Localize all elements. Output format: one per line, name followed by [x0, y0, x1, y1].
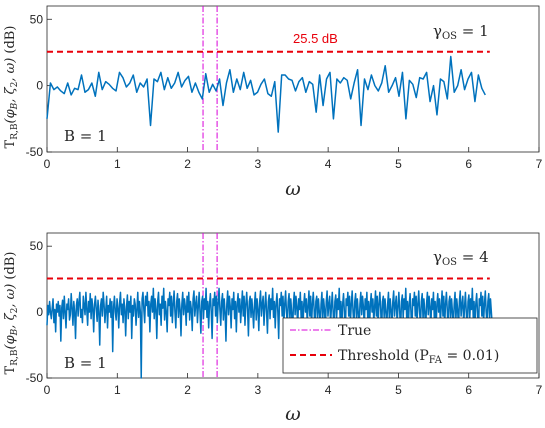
top-ylabel-unit: (dB)	[3, 26, 18, 58]
bottom-ylabel-unit: (dB)	[3, 252, 18, 284]
top-xtick-label-1: 1	[114, 157, 121, 171]
top-gamma-symbol: γ	[433, 22, 442, 40]
top-y-ticks: -50 0 50	[26, 12, 52, 159]
top-ylabel-t: T	[3, 139, 18, 148]
top-xtick-label-6: 6	[465, 157, 472, 171]
top-x-ticks: 0 1 2 3 4 5 6 7	[44, 147, 543, 171]
top-gamma-subscript: OS	[442, 31, 457, 42]
bottom-b-annotation: B = 1	[64, 354, 107, 372]
bottom-gamma-subscript: OS	[442, 257, 457, 268]
top-series	[46, 55, 486, 133]
legend-box	[282, 317, 538, 374]
bottom-x-axis-label: ω	[285, 403, 301, 425]
top-ylabel-sub-2: 2	[10, 82, 20, 88]
top-ytick-label-0: -50	[26, 145, 44, 159]
top-plot-area	[46, 5, 540, 153]
bottom-xtick-label-6: 6	[465, 383, 472, 397]
bottom-ylabel-t: T	[3, 365, 18, 374]
top-xtick-label-3: 3	[255, 157, 262, 171]
bottom-xtick-label-2: 2	[184, 383, 191, 397]
top-true-lines	[202, 6, 218, 152]
bottom-xtick-label-7: 7	[536, 383, 543, 397]
top-x-axis-label: ω	[285, 178, 301, 200]
bottom-ylabel-sub-2: 2	[10, 308, 20, 314]
bottom-series	[46, 287, 493, 379]
legend-threshold-suffix: = 0.01)	[442, 348, 499, 364]
bottom-y-axis-label: TR,B(φB, ζ2, ω) (dB)	[3, 252, 20, 375]
bottom-xtick-label-4: 4	[325, 383, 332, 397]
top-gamma-annotation: γOS = 1	[433, 22, 489, 42]
bottom-xtick-label-0: 0	[44, 383, 51, 397]
bottom-y-ticks: -50 0 50	[26, 239, 52, 385]
bottom-ylabel-args3: , ω)	[3, 284, 18, 308]
top-ylabel-sub: R,B	[10, 123, 20, 140]
top-ylabel-args3: , ω)	[3, 58, 18, 82]
bottom-plot-area	[46, 232, 540, 379]
top-series-line-0	[46, 55, 486, 133]
legend-threshold-prefix: Threshold (P	[338, 348, 429, 364]
top-xtick-label-7: 7	[536, 157, 543, 171]
top-ylabel-sub-b: B	[10, 102, 20, 110]
bottom-ytick-label-1: 0	[36, 305, 43, 319]
top-ytick-label-2: 50	[30, 12, 44, 26]
top-xtick-label-2: 2	[184, 157, 191, 171]
bottom-xtick-label-3: 3	[255, 383, 262, 397]
top-ylabel-args2: , ζ	[3, 86, 18, 102]
bottom-ytick-label-2: 50	[30, 239, 44, 253]
bottom-ylabel-sub-b: B	[10, 328, 20, 336]
top-xtick-label-5: 5	[395, 157, 402, 171]
top-ytick-label-1: 0	[36, 79, 43, 93]
top-b-annotation: B = 1	[64, 127, 107, 145]
bottom-ylabel-args: (φ	[3, 334, 18, 349]
bottom-xtick-label-5: 5	[395, 383, 402, 397]
bottom-ylabel-sub: R,B	[10, 349, 20, 366]
bottom-gamma-symbol: γ	[433, 248, 442, 266]
top-gamma-value: = 1	[457, 22, 489, 40]
bottom-gamma-value: = 4	[457, 248, 489, 266]
top-y-axis-label: TR,B(φB, ζ2, ω) (dB)	[3, 26, 20, 149]
bottom-xtick-label-1: 1	[114, 383, 121, 397]
top-xtick-label-4: 4	[325, 157, 332, 171]
legend-threshold-label: Threshold (PFA = 0.01)	[338, 348, 499, 366]
bottom-x-ticks: 0 1 2 3 4 5 6 7	[44, 373, 543, 397]
legend-true-label: True	[338, 323, 371, 339]
bottom-series-line-0	[46, 287, 493, 379]
top-threshold-annotation: 25.5 dB	[293, 31, 338, 46]
top-xtick-label-0: 0	[44, 157, 51, 171]
legend-threshold-sub: FA	[429, 355, 443, 366]
bottom-ylabel-args2: , ζ	[3, 312, 18, 328]
legend: True Threshold (PFA = 0.01)	[282, 317, 538, 374]
bottom-ytick-label-0: -50	[26, 371, 44, 385]
top-ylabel-args: (φ	[3, 108, 18, 123]
bottom-gamma-annotation: γOS = 4	[433, 248, 489, 268]
